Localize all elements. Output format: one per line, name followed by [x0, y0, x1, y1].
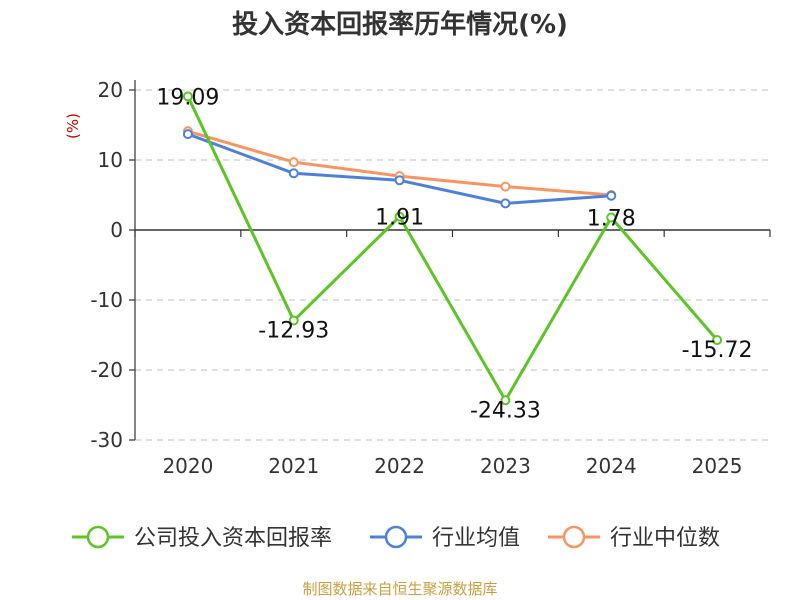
series-line	[186, 95, 719, 402]
gridlines	[135, 89, 770, 441]
x-tick-label: 2025	[692, 454, 743, 478]
legend: 公司投入资本回报率 行业均值 行业中位数	[72, 525, 720, 551]
data-point	[500, 181, 511, 192]
y-tick-label: 0	[110, 218, 123, 242]
data-point	[606, 190, 617, 201]
legend-label: 公司投入资本回报率	[134, 526, 332, 551]
data-point	[288, 168, 299, 179]
axes: 20 10 0 -10 -20 -30 2020 2021 2022 2023 2024 2025	[90, 78, 771, 478]
legend-marker	[384, 525, 408, 549]
data-labels: 19.09 -12.93 1.91 -24.33 1.78 -15.72	[156, 85, 752, 423]
data-point	[288, 157, 299, 168]
data-label: -24.33	[470, 398, 541, 423]
y-tick-label: -30	[90, 428, 123, 452]
data-point	[182, 91, 193, 102]
data-label: -12.93	[258, 319, 329, 344]
x-tick-label: 2022	[374, 454, 425, 478]
series-lines	[182, 91, 723, 406]
y-tick-label: -10	[90, 288, 123, 312]
data-point	[288, 315, 299, 326]
y-tick-label: 10	[98, 148, 123, 172]
data-label: 1.91	[375, 206, 424, 231]
data-point	[500, 198, 511, 209]
x-tick-label: 2024	[586, 454, 637, 478]
y-axis-unit-label: (%)	[64, 113, 82, 139]
legend-marker	[86, 525, 110, 549]
data-point	[394, 211, 405, 222]
data-point	[182, 129, 193, 140]
x-tick-label: 2023	[480, 454, 531, 478]
data-point	[606, 212, 617, 223]
legend-marker	[562, 525, 586, 549]
chart-title: 投入资本回报率历年情况(%)	[232, 9, 568, 40]
legend-label: 行业均值	[432, 526, 520, 551]
data-label: 1.78	[587, 207, 636, 232]
x-tick-label: 2021	[268, 454, 319, 478]
y-tick-label: 20	[98, 78, 123, 102]
legend-label: 行业中位数	[610, 526, 720, 551]
data-label: -15.72	[682, 338, 753, 363]
data-point	[500, 395, 511, 406]
x-tick-label: 2020	[162, 454, 213, 478]
data-point	[712, 335, 723, 346]
data-label: 19.09	[156, 85, 219, 110]
series-line	[187, 132, 612, 205]
series-line	[187, 129, 612, 197]
y-tick-label: -20	[90, 358, 123, 382]
data-point	[394, 175, 405, 186]
source-note: 制图数据来自恒生聚源数据库	[302, 580, 497, 598]
